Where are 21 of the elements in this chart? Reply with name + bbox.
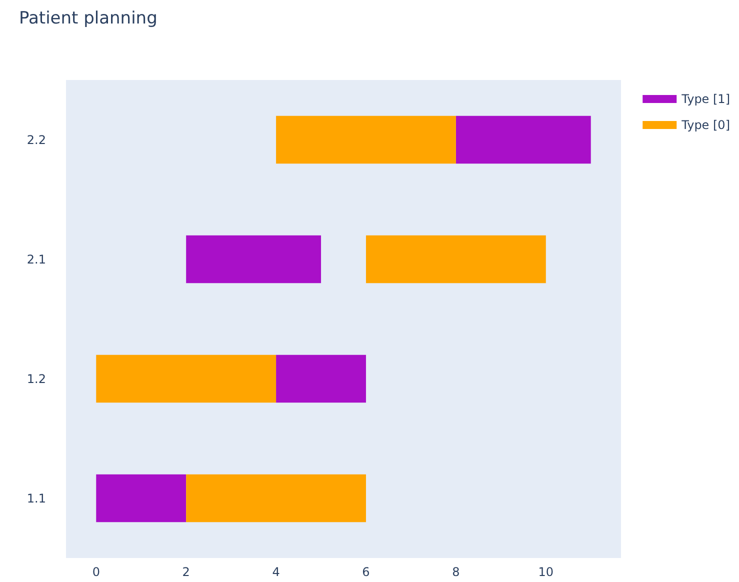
chart-title: Patient planning: [19, 8, 158, 28]
legend-label: Type [0]: [680, 118, 730, 132]
bar: [96, 474, 186, 522]
bar: [276, 354, 366, 403]
bar: [276, 116, 456, 164]
y-tick-label: 1.2: [26, 372, 46, 386]
bar: [456, 116, 591, 164]
legend-label: Type [1]: [680, 92, 730, 106]
x-tick-label: 0: [92, 565, 100, 579]
y-tick-label: 2.2: [26, 132, 46, 147]
y-tick-label: 1.1: [26, 491, 46, 506]
bar: [186, 235, 322, 284]
y-tick-label: 2.1: [26, 252, 46, 266]
x-tick-label: 10: [538, 565, 554, 579]
x-tick-label: 2: [182, 565, 190, 579]
bar: [186, 474, 366, 522]
x-tick-label: 4: [272, 565, 280, 579]
bar: [96, 354, 276, 403]
x-tick-label: 6: [362, 565, 370, 579]
x-tick-label: 8: [452, 565, 460, 579]
bar: [366, 235, 546, 284]
